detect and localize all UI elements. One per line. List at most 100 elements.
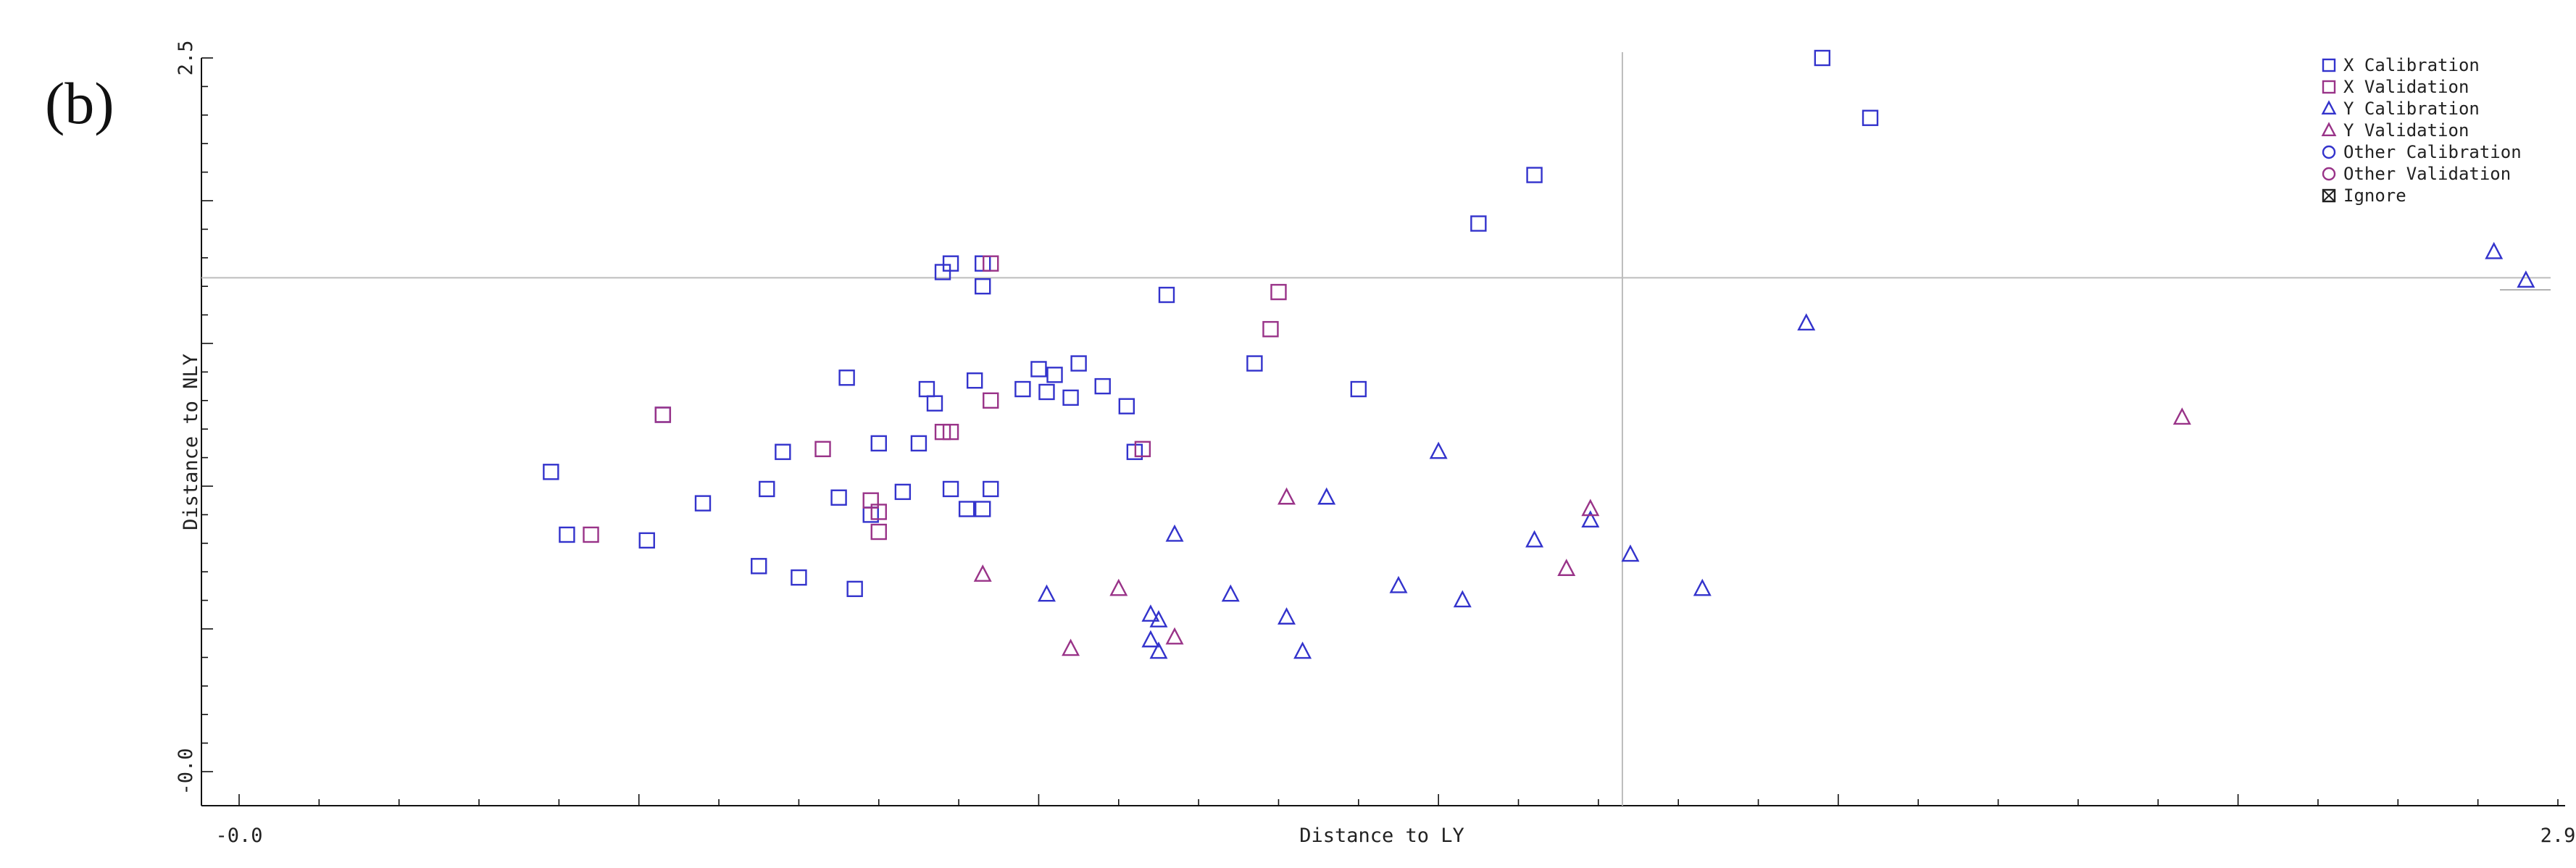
data-point <box>638 532 655 549</box>
legend-item: X Validation <box>2322 77 2469 97</box>
data-point <box>1557 559 1576 576</box>
data-point <box>1317 487 1336 505</box>
data-point <box>830 489 847 506</box>
data-point <box>1581 510 1600 527</box>
data-point <box>1453 590 1472 608</box>
legend-marker <box>2322 188 2336 203</box>
legend-item: Other Validation <box>2322 164 2511 184</box>
data-point <box>1293 641 1312 659</box>
data-point <box>1141 630 1160 648</box>
data-point <box>1277 487 1296 505</box>
data-point <box>1525 530 1544 548</box>
threshold-lines <box>201 52 2551 806</box>
y-axis-ticks: -0.0 2.5 <box>175 41 213 796</box>
data-point <box>966 372 983 389</box>
data-point <box>694 495 712 512</box>
data-point <box>1277 607 1296 625</box>
data-point <box>958 501 975 517</box>
panel-label: (b) <box>45 70 114 136</box>
data-point <box>775 443 791 460</box>
data-point <box>1118 398 1135 414</box>
data-point <box>975 278 991 295</box>
x-tick-label: -0.0 <box>215 825 262 847</box>
data-point <box>814 441 831 457</box>
series-x-calibration <box>543 49 1879 598</box>
data-point <box>1062 638 1080 656</box>
data-point <box>910 435 928 452</box>
data-point <box>759 480 775 498</box>
data-point <box>559 526 575 543</box>
series-y-validation <box>973 407 2191 656</box>
x-axis-label: Distance to LY <box>1299 825 1464 847</box>
data-point <box>1062 389 1079 406</box>
legend-marker <box>2321 122 2337 137</box>
legend-item: Y Calibration <box>2321 99 2480 119</box>
legend-label: Y Calibration <box>2343 99 2480 119</box>
y-axis-label: Distance to NLY <box>180 354 202 530</box>
data-point <box>1470 215 1487 232</box>
series-x-validation <box>583 255 1287 543</box>
data-point <box>583 526 599 543</box>
data-point <box>654 406 672 423</box>
data-point <box>846 580 863 598</box>
data-point <box>1165 627 1184 645</box>
legend-label: Other Validation <box>2343 164 2511 184</box>
data-point <box>1429 441 1448 459</box>
data-point <box>1070 355 1087 372</box>
legend-item: Ignore <box>2322 185 2406 206</box>
data-point <box>1350 380 1367 398</box>
data-point <box>751 558 767 575</box>
data-point <box>2172 407 2191 425</box>
data-point <box>1037 584 1056 602</box>
data-points <box>543 49 2535 659</box>
legend-marker <box>2322 145 2336 159</box>
legend-label: Y Validation <box>2343 120 2469 141</box>
legend-label: X Calibration <box>2343 55 2480 75</box>
data-point <box>870 523 887 541</box>
x-tick-label: 2.9 <box>2540 825 2576 847</box>
legend-marker <box>2322 58 2336 72</box>
data-point <box>942 255 959 272</box>
data-point <box>543 464 559 480</box>
series-y-calibration <box>1037 241 2535 659</box>
data-point <box>791 569 807 586</box>
y-tick-label: 2.5 <box>175 41 197 76</box>
data-point <box>1038 383 1055 401</box>
data-point <box>838 370 855 386</box>
data-point <box>973 564 992 582</box>
data-point <box>1246 355 1263 372</box>
data-point <box>894 483 912 501</box>
legend-marker <box>2321 100 2337 115</box>
legend-item: Other Calibration <box>2322 142 2522 162</box>
data-point <box>1109 578 1128 596</box>
legend-item: X Calibration <box>2322 55 2480 75</box>
data-point <box>1262 321 1279 338</box>
legend-marker <box>2322 80 2336 94</box>
data-point <box>1046 367 1063 383</box>
data-point <box>1862 109 1879 126</box>
data-point <box>1094 377 1111 395</box>
legend-marker <box>2322 167 2336 181</box>
data-point <box>1814 49 1831 67</box>
legend-label: X Validation <box>2343 77 2469 97</box>
data-point <box>1030 361 1047 377</box>
data-point <box>870 504 887 520</box>
data-point <box>1149 641 1168 659</box>
data-point <box>1141 604 1160 622</box>
data-point <box>1165 524 1184 542</box>
x-axis-ticks: -0.0 2.9 <box>215 794 2575 847</box>
data-point <box>1797 313 1816 331</box>
data-point <box>1526 167 1543 183</box>
data-point <box>1389 575 1408 593</box>
data-point <box>942 423 959 441</box>
data-point <box>983 255 999 272</box>
data-point <box>1014 380 1031 398</box>
legend-label: Ignore <box>2343 185 2406 206</box>
data-point <box>2485 241 2504 259</box>
data-point <box>870 435 887 452</box>
data-point <box>942 480 959 498</box>
data-point <box>1158 286 1175 304</box>
data-point <box>654 406 672 423</box>
